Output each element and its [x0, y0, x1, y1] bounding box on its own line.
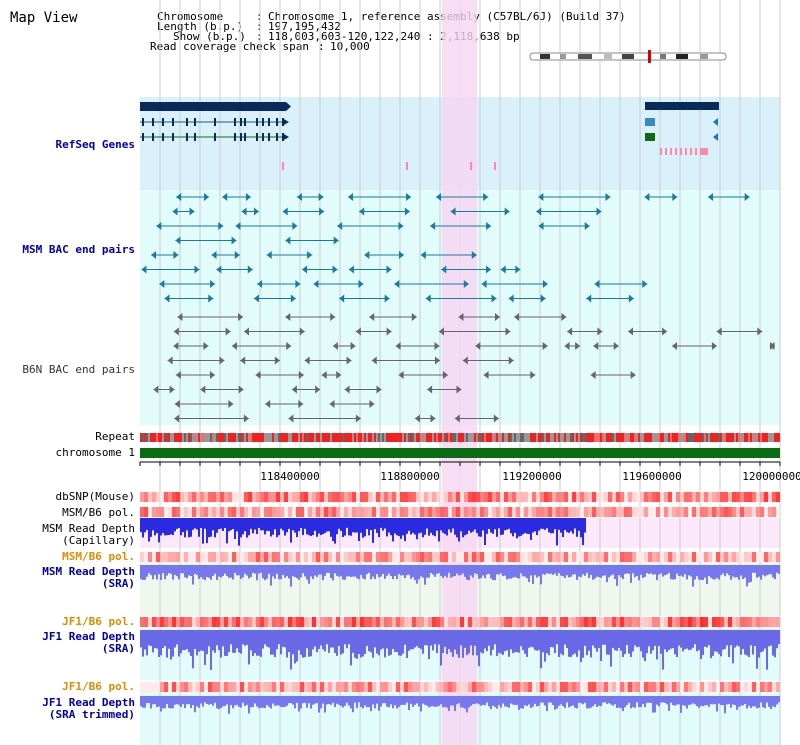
msm-sra-depth-track [140, 565, 780, 587]
msm-bac-label[interactable]: MSM BAC end pairs [22, 243, 135, 256]
msm-depth-sra-label-2: (SRA) [101, 577, 135, 590]
chromosome-ideogram[interactable] [529, 50, 727, 63]
jf1-trim-depth-track [140, 696, 780, 714]
axis-ticks [139, 462, 781, 466]
chromosome-bar[interactable] [140, 448, 780, 458]
dbsnp-track [140, 492, 780, 502]
axis-tick-label: 119200000 [502, 470, 562, 483]
msm-depth-cap-label-1: MSM Read Depth [42, 522, 135, 535]
b6n-bac-label[interactable]: B6N BAC end pairs [22, 363, 135, 376]
coverage-key: Read coverage check span [150, 40, 309, 53]
msm-b6-pol-label-2: MSM/B6 pol. [62, 550, 135, 563]
chromosome-label: chromosome 1 [55, 446, 135, 459]
jf1-depth-trim-label-1: JF1 Read Depth [42, 696, 135, 709]
b6n-bac-pairs[interactable] [153, 313, 775, 423]
repeat-track [140, 433, 780, 442]
map-title: Map View [10, 10, 78, 26]
axis-tick-label: 118800000 [380, 470, 440, 483]
msm-depth-sra-label-1: MSM Read Depth [42, 565, 135, 578]
refseq-label[interactable]: RefSeq Genes [55, 138, 135, 151]
axis-tick-label: 119600000 [622, 470, 682, 483]
msm-bac-pairs[interactable] [141, 193, 750, 303]
jf1-b6-pol-track-2 [140, 682, 780, 692]
jf1-b6-pol-label-2: JF1/B6 pol. [62, 680, 135, 693]
jf1-sra-depth-track [140, 630, 780, 670]
msm-depth-cap-label-2: (Capillary) [62, 534, 135, 547]
jf1-b6-pol-label-1: JF1/B6 pol. [62, 615, 135, 628]
length-value: 197,195,432 [268, 20, 341, 33]
msm-b6-pol-label-1: MSM/B6 pol. [62, 506, 135, 519]
axis-tick-label: 118400000 [260, 470, 320, 483]
show-key: Show (b.p.) [173, 30, 246, 43]
msm-b6-pol-track-2 [140, 552, 780, 562]
jf1-depth-sra-label-2: (SRA) [101, 642, 135, 655]
dbsnp-label: dbSNP(Mouse) [55, 490, 135, 503]
jf1-b6-pol-track-1 [140, 617, 780, 627]
chromosome-key: Chromosome [157, 10, 224, 23]
jf1-depth-trim-label-2: (SRA trimmed) [48, 708, 135, 721]
refseq-genes[interactable] [140, 102, 719, 170]
axis-tick-label: 120000000 [742, 470, 800, 483]
length-key: Length (b.p.) [157, 20, 244, 33]
jf1-depth-sra-label-1: JF1 Read Depth [42, 630, 135, 643]
msm-b6-pol-track-1 [140, 507, 780, 517]
coverage-value: 10,000 [330, 40, 370, 53]
repeat-label: Repeat [95, 430, 135, 443]
msm-capillary-depth-track [140, 518, 586, 546]
